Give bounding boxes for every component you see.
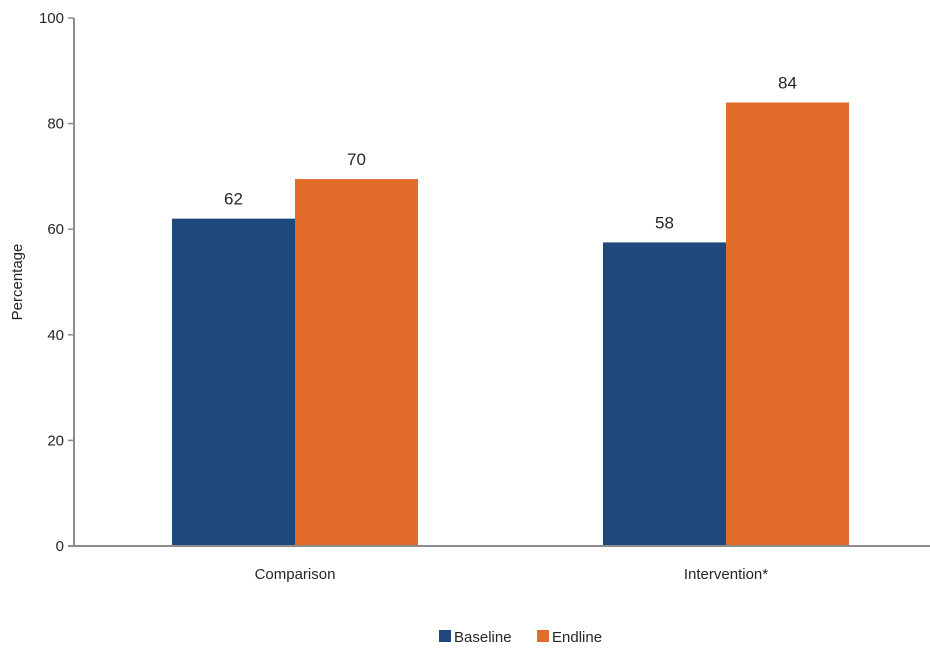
bar-baseline-1: [603, 242, 726, 546]
x-tick-label: Intervention*: [684, 566, 768, 583]
y-tick-label: 20: [47, 432, 64, 449]
legend-label: Endline: [552, 629, 602, 645]
legend-swatch: [537, 630, 549, 642]
y-tick-label: 80: [47, 116, 64, 133]
x-tick-label: Comparison: [255, 566, 336, 583]
y-axis-ticks: 0 20 40 60 80 100: [39, 10, 74, 555]
bar-value-label: 70: [347, 150, 366, 169]
bars: [172, 102, 849, 547]
bar-value-label: 62: [224, 190, 243, 209]
legend-label: Baseline: [454, 629, 512, 645]
y-tick-label: 40: [47, 327, 64, 344]
y-tick-label: 0: [56, 538, 64, 555]
legend-item-baseline: Baseline: [439, 629, 512, 646]
y-tick-label: 60: [47, 221, 64, 238]
legend-swatch: [439, 630, 451, 642]
bar-baseline-0: [172, 218, 295, 546]
bar-value-label: 58: [655, 213, 674, 232]
bar-endline-1: [726, 102, 849, 546]
legend-item-endline: Endline: [537, 629, 602, 646]
y-axis-label: Percentage: [9, 244, 26, 321]
bar-data-labels: 62 58 70 84: [224, 73, 797, 232]
bar-value-label: 84: [778, 73, 797, 92]
y-tick-label: 100: [39, 10, 64, 27]
x-axis-tick-labels: Comparison Intervention*: [255, 566, 769, 583]
legend: Baseline Endline: [439, 629, 602, 646]
bar-endline-0: [295, 179, 418, 547]
